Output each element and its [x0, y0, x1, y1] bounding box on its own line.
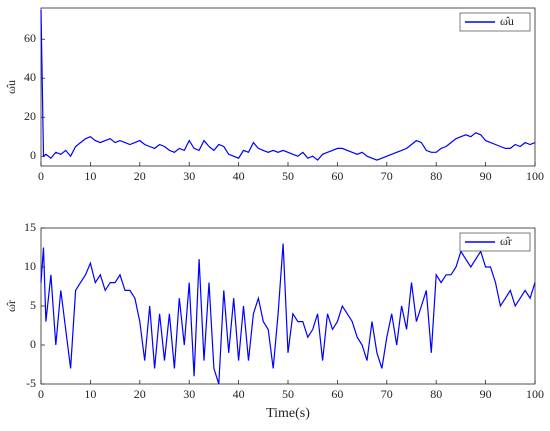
y-axis-label: ω̂r — [4, 300, 18, 312]
x-tick-label: 50 — [282, 169, 294, 183]
x-axis-label: Time(s) — [266, 406, 310, 421]
x-tick-label: 60 — [331, 387, 343, 401]
x-tick-label: 70 — [381, 387, 393, 401]
x-tick-label: 90 — [480, 387, 492, 401]
x-tick-label: 40 — [233, 387, 245, 401]
y-tick-label: 5 — [30, 298, 36, 312]
y-axis-label: ω̂u — [4, 80, 18, 94]
y-tick-label: -5 — [26, 376, 36, 390]
x-tick-label: 30 — [183, 387, 195, 401]
x-tick-label: 0 — [38, 387, 44, 401]
x-tick-label: 70 — [381, 169, 393, 183]
legend-label: ω̂u — [500, 14, 514, 28]
y-tick-label: 0 — [30, 148, 36, 162]
y-tick-label: 10 — [24, 259, 36, 273]
x-tick-label: 40 — [233, 169, 245, 183]
x-tick-label: 20 — [134, 169, 146, 183]
y-tick-label: 15 — [24, 220, 36, 234]
x-tick-label: 80 — [430, 387, 442, 401]
data-line — [40, 9, 536, 161]
y-tick-label: 0 — [30, 337, 36, 351]
y-tick-label: 20 — [24, 109, 36, 123]
x-tick-label: 20 — [134, 387, 146, 401]
x-tick-label: 10 — [84, 169, 96, 183]
x-tick-label: 10 — [84, 387, 96, 401]
data-line — [40, 243, 536, 385]
x-tick-label: 90 — [480, 169, 492, 183]
x-tick-label: 100 — [526, 387, 544, 401]
y-tick-label: 40 — [24, 70, 36, 84]
x-tick-label: 0 — [38, 169, 44, 183]
x-tick-label: 100 — [526, 169, 544, 183]
y-tick-label: 60 — [24, 31, 36, 45]
x-tick-label: 60 — [331, 169, 343, 183]
x-tick-label: 30 — [183, 169, 195, 183]
x-tick-label: 50 — [282, 387, 294, 401]
x-tick-label: 80 — [430, 169, 442, 183]
legend-label: ω̂r — [500, 234, 512, 248]
